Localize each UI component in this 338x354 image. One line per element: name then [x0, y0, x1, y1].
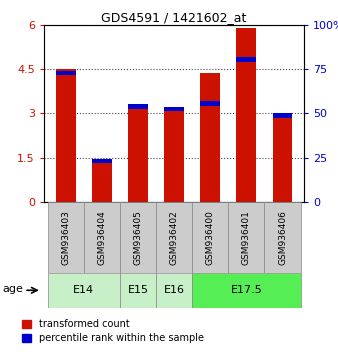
Bar [236, 57, 256, 62]
Text: E17.5: E17.5 [231, 285, 262, 295]
Bar [92, 159, 112, 202]
Title: GDS4591 / 1421602_at: GDS4591 / 1421602_at [101, 11, 247, 24]
FancyBboxPatch shape [228, 202, 264, 273]
FancyBboxPatch shape [156, 202, 192, 273]
Bar [56, 69, 76, 202]
Bar [164, 107, 184, 111]
Text: E14: E14 [73, 285, 94, 295]
Bar [164, 110, 184, 202]
Text: E15: E15 [127, 285, 148, 295]
Bar [56, 70, 76, 75]
Bar [200, 74, 220, 202]
FancyBboxPatch shape [192, 202, 228, 273]
Text: GSM936404: GSM936404 [97, 210, 106, 264]
Text: GSM936403: GSM936403 [61, 210, 70, 265]
Text: GSM936401: GSM936401 [242, 210, 251, 265]
Bar [272, 113, 292, 202]
FancyBboxPatch shape [120, 273, 156, 308]
Bar [272, 113, 292, 118]
Text: GSM936406: GSM936406 [278, 210, 287, 265]
Text: GSM936400: GSM936400 [206, 210, 215, 265]
FancyBboxPatch shape [192, 273, 300, 308]
FancyBboxPatch shape [264, 202, 300, 273]
Bar [200, 102, 220, 106]
Text: age: age [2, 284, 23, 293]
Text: E16: E16 [164, 285, 185, 295]
Text: GSM936402: GSM936402 [170, 210, 178, 264]
FancyBboxPatch shape [156, 273, 192, 308]
Legend: transformed count, percentile rank within the sample: transformed count, percentile rank withi… [22, 319, 204, 343]
Bar [128, 106, 148, 202]
FancyBboxPatch shape [84, 202, 120, 273]
Text: GSM936405: GSM936405 [134, 210, 142, 265]
FancyBboxPatch shape [48, 273, 120, 308]
Bar [128, 104, 148, 109]
Bar [92, 159, 112, 164]
Bar [236, 28, 256, 202]
FancyBboxPatch shape [48, 202, 84, 273]
FancyBboxPatch shape [120, 202, 156, 273]
